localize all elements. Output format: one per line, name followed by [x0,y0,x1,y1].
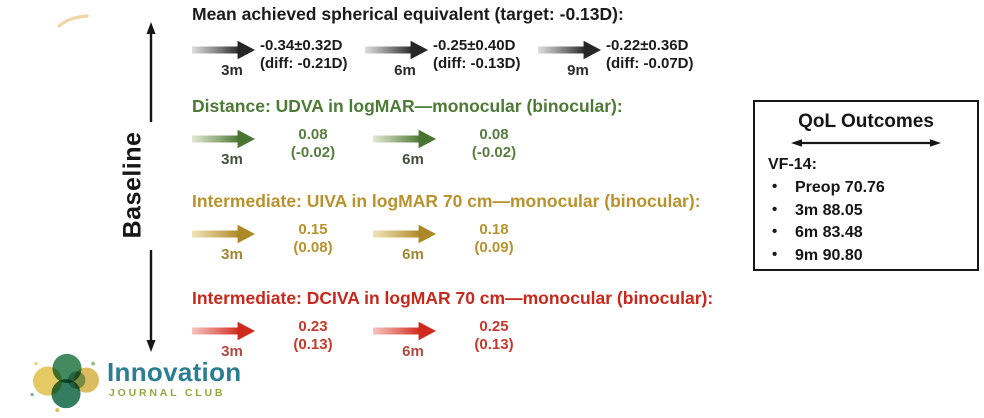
qol-outcomes-box: QoL Outcomes VF-14: Preop 70.76 3m 88.05… [753,100,979,271]
row-items: 3m -0.34±0.32D (diff: -0.21D) 6m -0.25±0… [192,37,711,79]
black-arrow-icon [538,40,602,60]
value-primary: -0.25±0.40D [433,37,516,54]
timepoint-item: 6m -0.25±0.40D (diff: -0.13D) [365,37,538,79]
value-cell: -0.34±0.32D (diff: -0.21D) [260,37,362,73]
value-secondary: (0.13) [293,336,333,353]
qol-title: QoL Outcomes [798,111,934,132]
row-heading-uiva: Intermediate: UIVA in logMAR 70 cm—monoc… [192,191,701,211]
timepoint-label: 6m [402,151,424,168]
timepoint-item: 3m 0.23 (0.13) [192,318,373,360]
baseline-axis-lower-arrow [146,250,156,352]
timepoint-label: 3m [221,246,243,263]
baseline-axis-upper-arrow [146,22,156,122]
timepoint-label: 3m [221,343,243,360]
qol-list-item: 9m 90.80 [768,244,977,268]
baseline-label: Baseline [118,131,147,239]
gold-arrow-icon [192,224,256,244]
timepoint-label: 6m [402,246,424,263]
arrow-cell: 3m [192,223,256,263]
double-headed-arrow-icon [791,139,941,147]
value-secondary: (-0.02) [471,144,517,161]
value-secondary: (diff: -0.07D) [606,55,694,72]
value-cell: 0.18 (0.09) [463,221,525,257]
gold-arrow-icon [373,224,437,244]
timepoint-label: 6m [402,343,424,360]
value-primary: 0.25 [479,318,509,335]
black-arrow-icon [192,40,256,60]
value-cell: 0.08 (-0.02) [463,126,525,162]
qol-list-item: Preop 70.76 [768,176,977,200]
qol-group-label: VF-14: [768,156,817,173]
value-secondary: (0.09) [474,239,514,256]
value-cell: 0.23 (0.13) [282,318,344,354]
arrow-cell: 6m [373,128,437,168]
timepoint-item: 6m 0.08 (-0.02) [373,126,554,168]
value-primary: 0.18 [479,221,509,238]
arrow-cell: 3m [192,39,256,79]
value-primary: 0.23 [298,318,328,335]
baseline-label-wrap: Baseline [104,120,162,250]
arrow-cell: 6m [365,39,429,79]
timepoint-label: 3m [221,62,243,79]
row-udva-distance: Distance: UDVA in logMAR—monocular (bino… [192,96,623,168]
value-secondary: (0.13) [474,336,514,353]
logo-circles-icon [30,353,99,413]
row-heading-spherical-equivalent: Mean achieved spherical equivalent (targ… [192,4,624,24]
value-cell: 0.15 (0.08) [282,221,344,257]
timepoint-label: 6m [394,62,416,79]
logo-subtitle: JOURNAL CLUB [109,387,226,399]
row-items: 3m 0.08 (-0.02) 6m 0.08 (-0.02) [192,126,623,168]
timepoint-item: 3m 0.08 (-0.02) [192,126,373,168]
row-items: 3m 0.23 (0.13) 6m 0.25 (0.13) [192,318,713,360]
timepoint-item: 6m 0.18 (0.09) [373,221,554,263]
value-cell: -0.25±0.40D (diff: -0.13D) [433,37,535,73]
timepoint-item: 3m 0.15 (0.08) [192,221,373,263]
arrow-cell: 9m [538,39,602,79]
arrow-cell: 3m [192,128,256,168]
green-arrow-icon [373,129,437,149]
value-secondary: (diff: -0.13D) [433,55,521,72]
value-secondary: (0.08) [293,239,333,256]
red-arrow-icon [373,321,437,341]
value-secondary: (diff: -0.21D) [260,55,348,72]
value-secondary: (-0.02) [290,144,336,161]
qol-list: Preop 70.76 3m 88.05 6m 83.48 9m 90.80 [768,176,977,268]
red-arrow-icon [192,321,256,341]
value-primary: 0.08 [298,126,328,143]
value-cell: 0.08 (-0.02) [282,126,344,162]
arrow-cell: 6m [373,320,437,360]
row-dciva-intermediate: Intermediate: DCIVA in logMAR 70 cm—mono… [192,288,713,360]
qol-list-item: 3m 88.05 [768,199,977,223]
decorative-swoosh [57,14,89,28]
black-arrow-icon [365,40,429,60]
qol-list-item: 6m 83.48 [768,221,977,245]
row-uiva-intermediate: Intermediate: UIVA in logMAR 70 cm—monoc… [192,191,701,263]
green-arrow-icon [192,129,256,149]
value-primary: 0.08 [479,126,509,143]
arrow-cell: 3m [192,320,256,360]
row-heading-dciva: Intermediate: DCIVA in logMAR 70 cm—mono… [192,288,714,308]
timepoint-item: 9m -0.22±0.36D (diff: -0.07D) [538,37,711,79]
value-primary: 0.15 [298,221,328,238]
logo-name: Innovation [107,357,242,387]
arrow-cell: 6m [373,223,437,263]
row-items: 3m 0.15 (0.08) 6m 0.18 (0.09) [192,221,701,263]
value-primary: -0.34±0.32D [260,37,343,54]
value-cell: 0.25 (0.13) [463,318,525,354]
timepoint-label: 3m [221,151,243,168]
journal-club-logo: Innovation JOURNAL CLUB [28,350,241,414]
logo-text: Innovation JOURNAL CLUB [107,359,241,399]
timepoint-item: 3m -0.34±0.32D (diff: -0.21D) [192,37,365,79]
timepoint-label: 9m [567,62,589,79]
row-spherical-equivalent: Mean achieved spherical equivalent (targ… [192,4,711,79]
timepoint-item: 6m 0.25 (0.13) [373,318,554,360]
value-cell: -0.22±0.36D (diff: -0.07D) [606,37,708,73]
row-heading-udva: Distance: UDVA in logMAR—monocular (bino… [192,96,623,116]
value-primary: -0.22±0.36D [606,37,689,54]
